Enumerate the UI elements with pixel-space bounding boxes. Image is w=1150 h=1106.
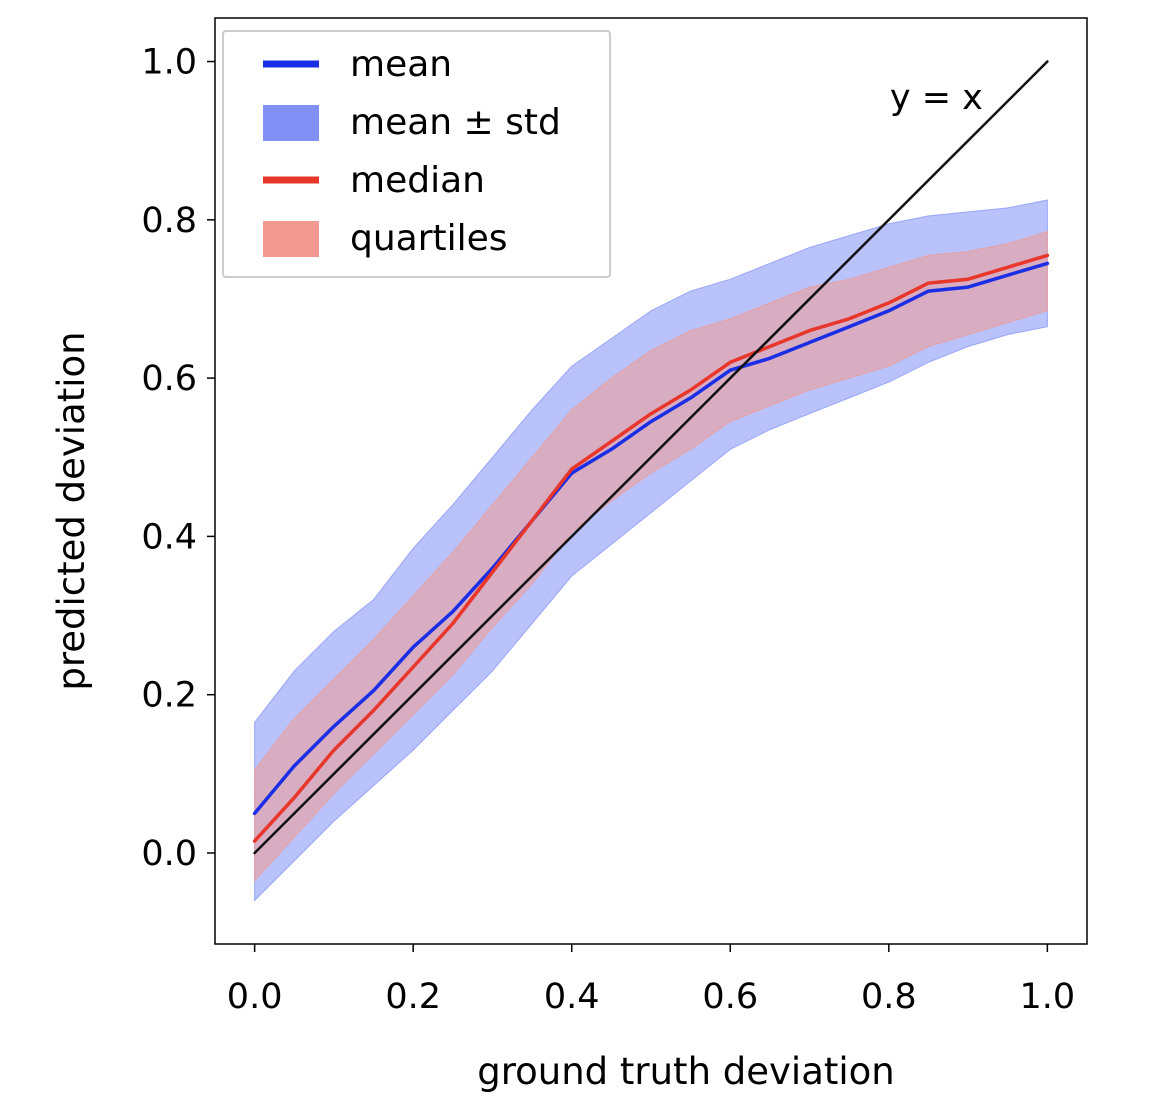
- legend-swatch: [263, 221, 319, 257]
- lines-layer: [252, 60, 1050, 855]
- x-tick-label: 0.8: [861, 977, 917, 1017]
- y-axis: 0.0 0.2 0.4 0.6 0.8 1.0: [141, 43, 215, 874]
- legend-box: [222, 30, 611, 278]
- legend-item: mean ± std: [263, 102, 561, 143]
- y-tick-label: 0.4: [141, 517, 197, 557]
- y-tick-label: 0.6: [141, 359, 197, 399]
- x-tick-label: 0.2: [385, 977, 441, 1017]
- legend-label: mean: [350, 44, 452, 85]
- line-median: [252, 253, 1050, 843]
- x-tick-label: 0.4: [544, 977, 600, 1017]
- legend-label: median: [350, 160, 485, 201]
- legend-swatch: [263, 105, 319, 141]
- y-tick-label: 0.2: [141, 676, 197, 716]
- annotation-y-equals-x: y = x: [890, 78, 983, 118]
- y-axis-label: predicted deviation: [50, 331, 93, 690]
- x-tick-label: 1.0: [1020, 977, 1076, 1017]
- line-mean: [252, 261, 1050, 816]
- x-tick-label: 0.6: [702, 977, 758, 1017]
- legend-item: median: [263, 160, 485, 201]
- y-tick-label: 0.0: [141, 834, 197, 874]
- x-axis-label: ground truth deviation: [477, 1050, 895, 1093]
- band-quartiles: [254, 231, 1048, 882]
- bands-layer: [254, 199, 1048, 902]
- legend: mean mean ± std median quartiles: [222, 30, 611, 278]
- legend-item: quartiles: [263, 218, 508, 259]
- y-tick-label: 1.0: [141, 43, 197, 83]
- plot-frame: [214, 17, 1088, 945]
- legend-item: mean: [263, 44, 452, 85]
- reference-line-y-equals-x: [253, 60, 1049, 855]
- y-tick-label: 0.8: [141, 201, 197, 241]
- x-tick-label: 0.0: [227, 977, 283, 1017]
- x-axis: 0.0 0.2 0.4 0.6 0.8 1.0: [227, 944, 1075, 1017]
- legend-label: quartiles: [350, 218, 508, 259]
- legend-label: mean ± std: [350, 102, 561, 143]
